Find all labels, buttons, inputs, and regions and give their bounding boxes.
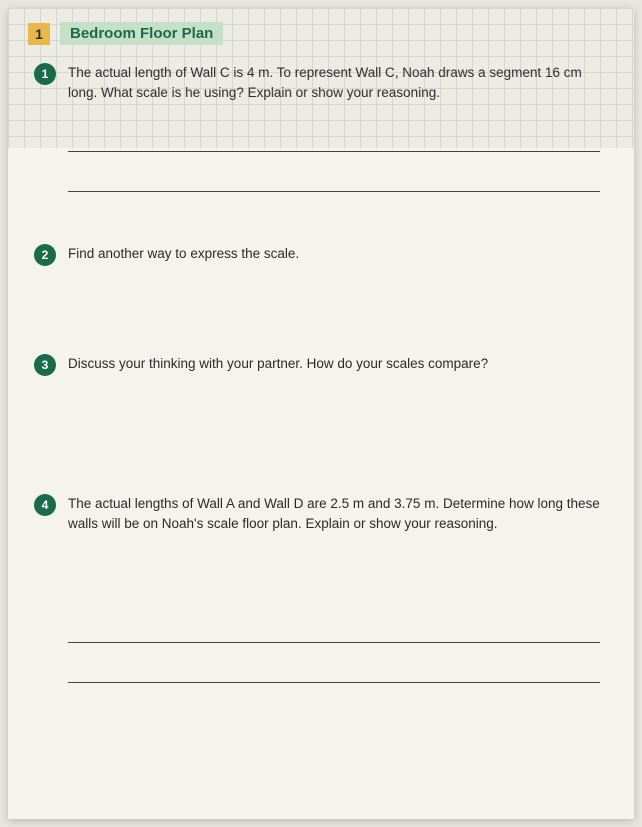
page-content: 1 Bedroom Floor Plan 1 The actual length…: [8, 8, 634, 727]
question-2: 2 Find another way to express the scale.: [8, 236, 634, 346]
question-text: Discuss your thinking with your partner.…: [68, 354, 600, 374]
section-title: Bedroom Floor Plan: [60, 22, 223, 45]
section-header: 1 Bedroom Floor Plan: [8, 8, 634, 55]
question-1: 1 The actual length of Wall C is 4 m. To…: [8, 55, 634, 236]
question-text: The actual lengths of Wall A and Wall D …: [68, 494, 600, 535]
question-number-badge: 2: [34, 244, 56, 266]
answer-space[interactable]: [68, 587, 600, 617]
question-text: The actual length of Wall C is 4 m. To r…: [68, 63, 601, 104]
question-number-badge: 1: [34, 63, 56, 85]
question-text: Find another way to express the scale.: [68, 244, 600, 264]
worksheet-page: 1 Bedroom Floor Plan 1 The actual length…: [8, 8, 634, 819]
answer-line[interactable]: [68, 617, 600, 643]
answer-space[interactable]: [68, 286, 600, 316]
answer-space[interactable]: [68, 557, 600, 587]
question-4: 4 The actual lengths of Wall A and Wall …: [8, 486, 634, 727]
section-number-badge: 1: [28, 23, 50, 45]
question-number-badge: 3: [34, 354, 56, 376]
answer-line[interactable]: [68, 166, 600, 192]
answer-line[interactable]: [68, 126, 600, 152]
question-number-badge: 4: [34, 494, 56, 516]
answer-line[interactable]: [68, 657, 600, 683]
answer-space[interactable]: [68, 426, 600, 456]
question-3: 3 Discuss your thinking with your partne…: [8, 346, 634, 486]
answer-space[interactable]: [68, 396, 600, 426]
